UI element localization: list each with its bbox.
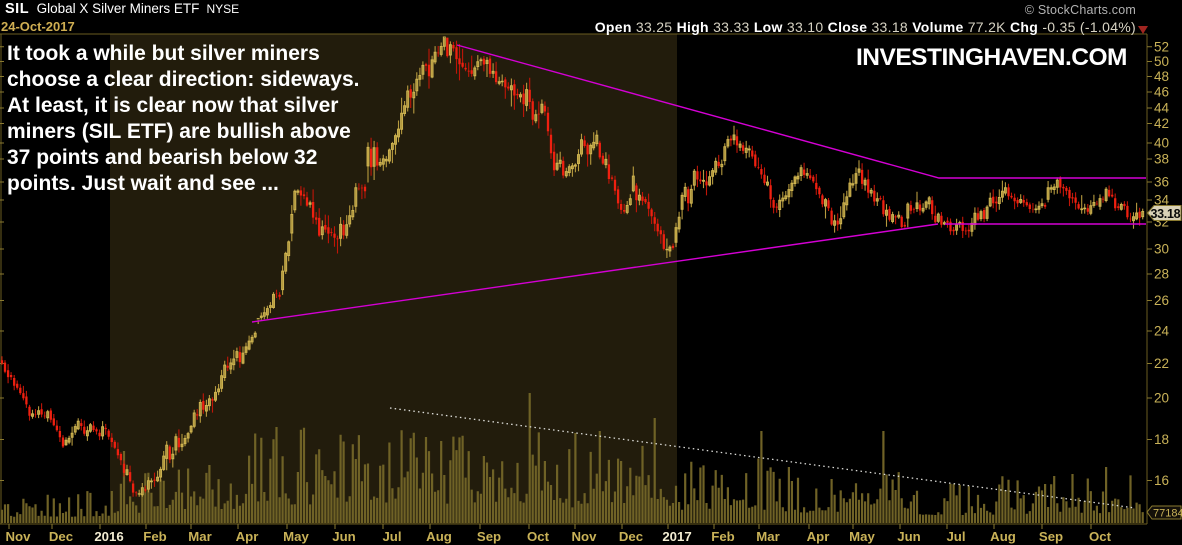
svg-text:40: 40 [1154,136,1169,151]
svg-text:24: 24 [1154,324,1170,339]
svg-text:18: 18 [1154,432,1169,447]
svg-text:22: 22 [1154,356,1169,371]
svg-text:Nov: Nov [572,529,598,544]
svg-text:16: 16 [1154,473,1169,488]
svg-text:Aug: Aug [426,529,452,544]
svg-text:30: 30 [1154,242,1169,257]
svg-text:50: 50 [1154,54,1169,69]
svg-text:Apr: Apr [807,529,830,544]
svg-text:Apr: Apr [236,529,259,544]
svg-text:May: May [849,529,875,544]
svg-text:Dec: Dec [49,529,73,544]
svg-text:Jun: Jun [332,529,355,544]
svg-text:Feb: Feb [711,529,734,544]
svg-text:Jul: Jul [946,529,965,544]
svg-text:Sep: Sep [1039,529,1063,544]
svg-text:Mar: Mar [756,529,779,544]
svg-text:Nov: Nov [6,529,32,544]
svg-text:Mar: Mar [188,529,211,544]
svg-text:42: 42 [1154,116,1169,131]
svg-text:26: 26 [1154,293,1169,308]
svg-text:34: 34 [1154,193,1170,208]
svg-text:36: 36 [1154,175,1169,190]
svg-text:May: May [283,529,309,544]
svg-text:44: 44 [1154,101,1170,116]
svg-text:20: 20 [1154,391,1169,406]
svg-text:Oct: Oct [527,529,550,544]
svg-text:Jul: Jul [382,529,401,544]
svg-text:Sep: Sep [477,529,501,544]
svg-text:46: 46 [1154,85,1169,100]
svg-text:38: 38 [1154,152,1169,167]
svg-text:77184: 77184 [1153,508,1182,520]
svg-text:28: 28 [1154,267,1169,282]
svg-text:2016: 2016 [94,529,123,544]
svg-text:Dec: Dec [619,529,643,544]
svg-text:Aug: Aug [990,529,1016,544]
svg-text:52: 52 [1154,39,1169,54]
svg-text:Jun: Jun [897,529,920,544]
svg-text:33.18: 33.18 [1151,207,1181,221]
svg-text:48: 48 [1154,69,1169,84]
svg-text:Oct: Oct [1089,529,1112,544]
svg-text:2017: 2017 [662,529,691,544]
svg-text:Feb: Feb [143,529,166,544]
